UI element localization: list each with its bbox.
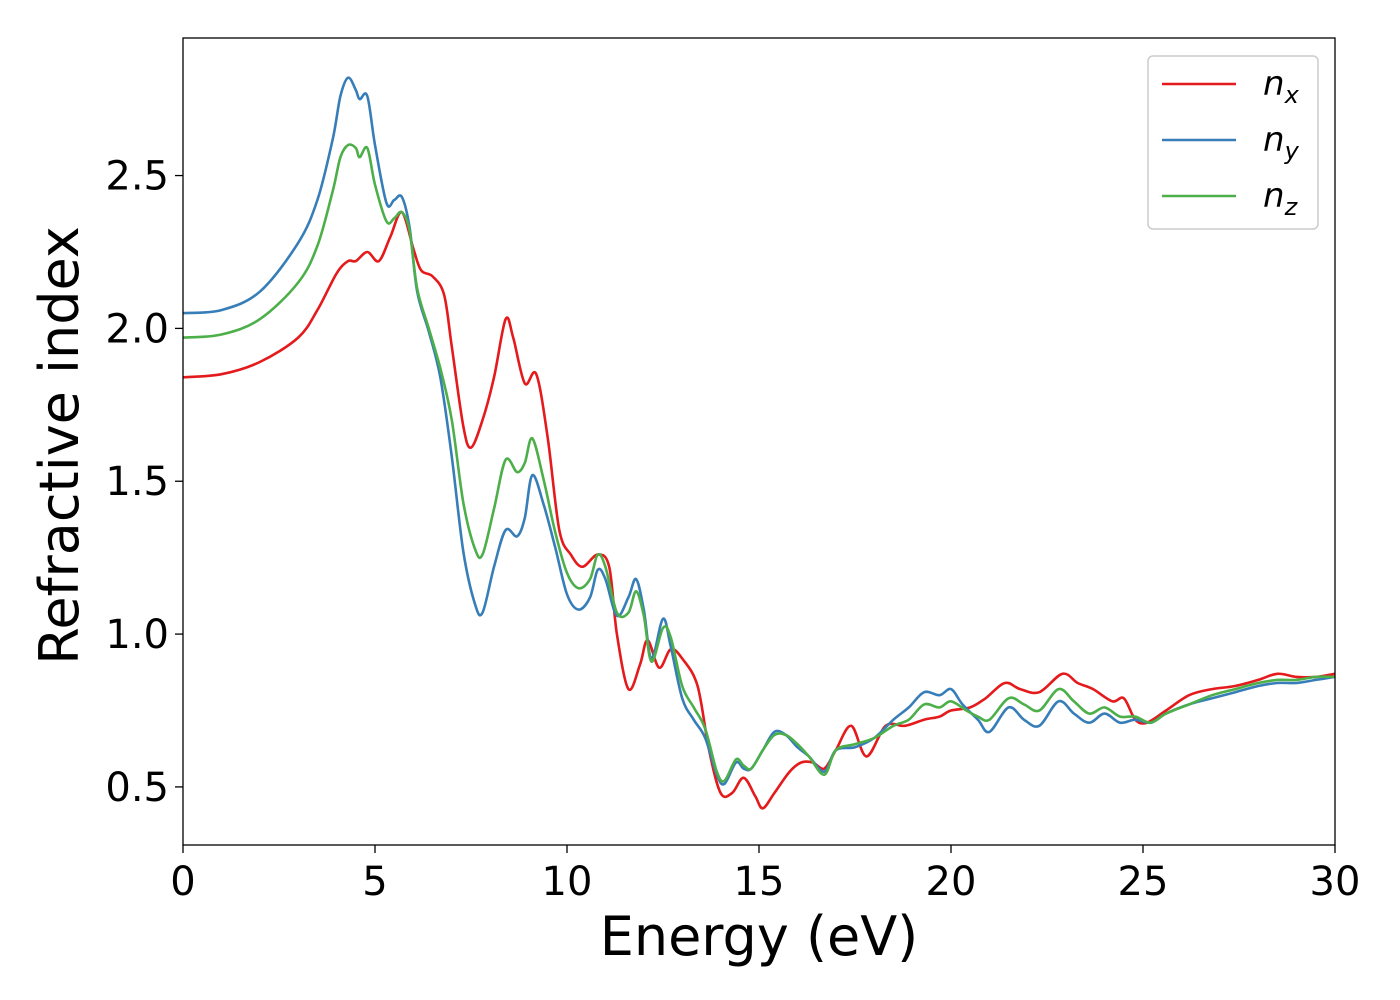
y-tick-label: 2.0 — [105, 306, 169, 352]
y-axis-label: Refractive index — [28, 226, 91, 665]
x-tick-label: 30 — [1310, 859, 1361, 905]
series-line-ny — [182, 76, 1336, 786]
y-tick-label: 0.5 — [105, 765, 169, 811]
legend-label-nx: nx — [1263, 64, 1300, 109]
series-line-nz — [182, 143, 1336, 783]
x-tick-label: 15 — [734, 859, 785, 905]
x-tick-label: 10 — [542, 859, 593, 905]
x-axis-ticks: 0 5 10 15 20 25 30 — [170, 845, 1360, 905]
legend-label-ny: ny — [1263, 120, 1300, 165]
x-axis-label: Energy (eV) — [600, 905, 919, 968]
y-axis-ticks: 0.5 1.0 1.5 2.0 2.5 — [105, 154, 183, 811]
x-tick-label: 0 — [170, 859, 195, 905]
series-line-nx — [182, 210, 1336, 810]
x-tick-label: 5 — [362, 859, 387, 905]
series-layer — [182, 76, 1336, 810]
legend-box — [1147, 55, 1319, 230]
x-tick-label: 20 — [926, 859, 977, 905]
y-tick-label: 2.5 — [105, 154, 169, 200]
y-tick-label: 1.5 — [105, 459, 169, 505]
x-tick-label: 25 — [1118, 859, 1169, 905]
y-tick-label: 1.0 — [105, 612, 169, 658]
